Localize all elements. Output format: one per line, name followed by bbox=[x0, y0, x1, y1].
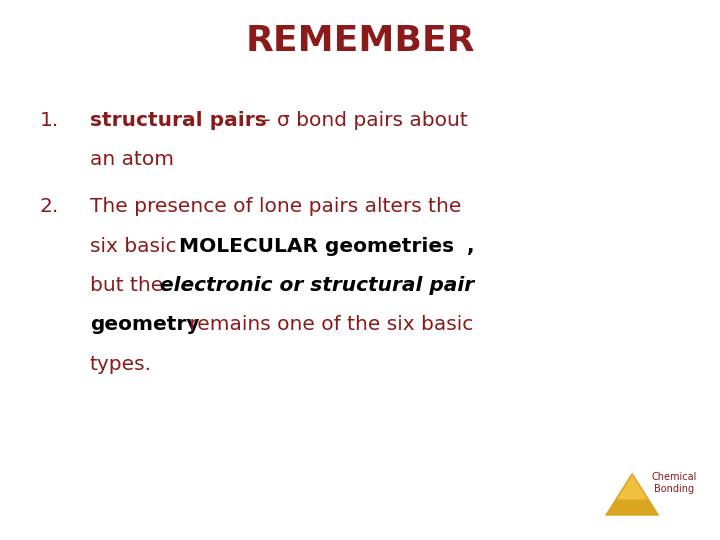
Text: REMEMBER: REMEMBER bbox=[246, 24, 474, 58]
Text: an atom: an atom bbox=[90, 150, 174, 169]
Text: remains one of the six basic: remains one of the six basic bbox=[183, 315, 473, 334]
Text: - σ bond pairs about: - σ bond pairs about bbox=[257, 111, 468, 130]
Text: Chemical
Bonding: Chemical Bonding bbox=[652, 472, 697, 495]
Text: types.: types. bbox=[90, 355, 152, 374]
Text: six basic: six basic bbox=[90, 237, 183, 255]
Polygon shape bbox=[605, 472, 660, 516]
Text: but the: but the bbox=[90, 276, 170, 295]
Text: geometry: geometry bbox=[90, 315, 199, 334]
Text: MOLECULAR geometries: MOLECULAR geometries bbox=[179, 237, 454, 255]
Text: The presence of lone pairs alters the: The presence of lone pairs alters the bbox=[90, 197, 462, 216]
Text: 1.: 1. bbox=[40, 111, 59, 130]
Text: ,: , bbox=[467, 237, 474, 255]
Polygon shape bbox=[617, 475, 647, 500]
Text: structural pairs: structural pairs bbox=[90, 111, 266, 130]
Text: electronic or structural pair: electronic or structural pair bbox=[160, 276, 474, 295]
Text: 2.: 2. bbox=[40, 197, 59, 216]
